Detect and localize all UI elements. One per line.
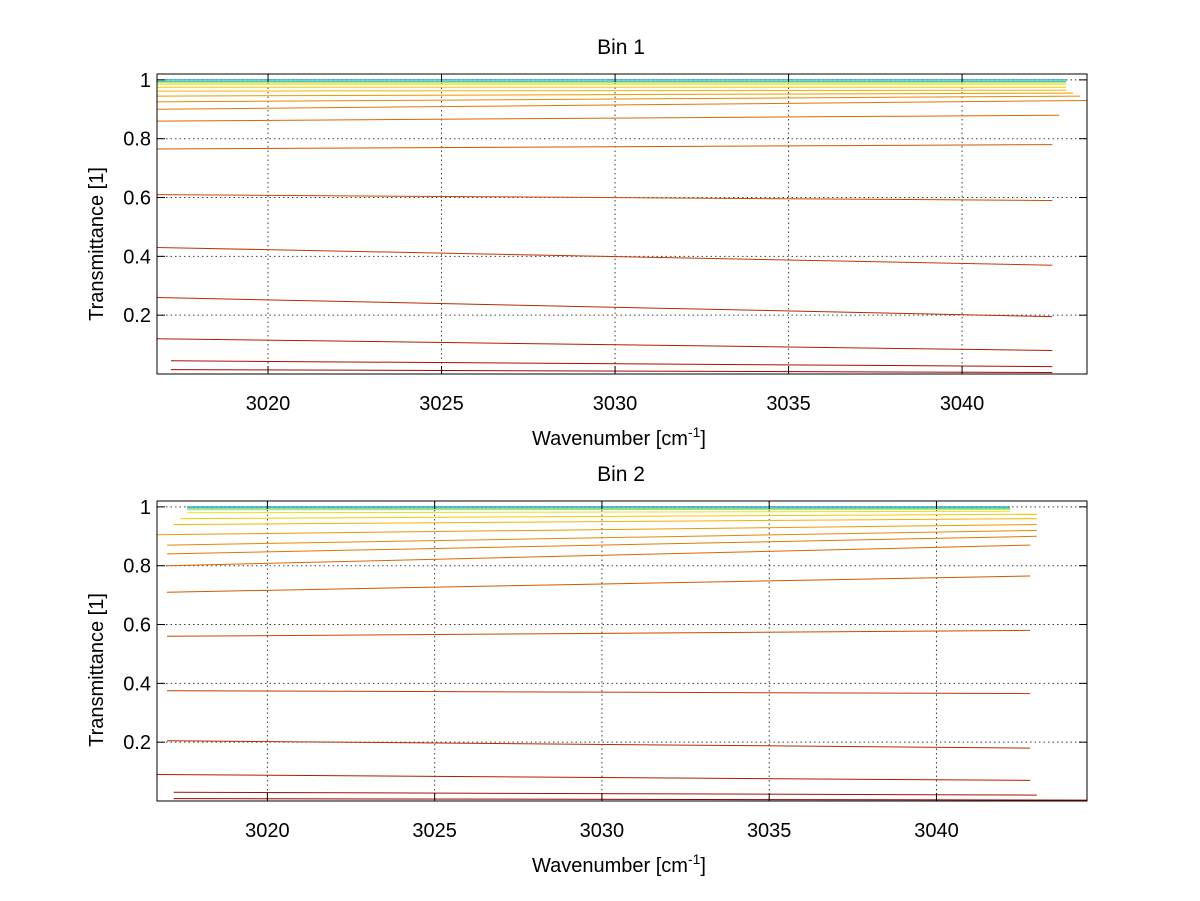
x-tick-label: 3035 [766, 393, 811, 415]
series-line [170, 369, 1053, 373]
series-line [156, 524, 1037, 536]
series-line [156, 114, 1060, 122]
series-line [156, 774, 1031, 781]
plot-frame [156, 500, 1088, 802]
series-line [156, 247, 1053, 266]
axis-ticks: 3020 3025 3030 3035 3040 0.2 0.4 0.6 0.8 1 [123, 70, 1087, 415]
series-line [156, 89, 1067, 92]
axis-ticks: 3020 3025 3030 3035 3040 0.2 0.4 0.6 0.8 1 [123, 497, 1087, 842]
series-line [156, 144, 1053, 150]
series-line [166, 535, 1037, 555]
y-tick-label: 0.6 [123, 615, 151, 637]
series-line [187, 508, 1011, 511]
series-line [166, 529, 1037, 546]
x-axis-label: Wavenumber [cm-1] [532, 424, 706, 450]
chart-title: Bin 1 [597, 36, 645, 59]
y-tick-label: 0.6 [123, 188, 151, 210]
series-line [187, 510, 1011, 514]
x-tick-label: 3040 [940, 393, 985, 415]
plot-frame [156, 73, 1088, 375]
x-tick-label: 3020 [245, 820, 290, 842]
y-axis-label: Transmittance [1] [86, 167, 108, 321]
y-tick-label: 0.8 [123, 556, 151, 578]
series-line [156, 95, 1081, 103]
series-line [166, 629, 1031, 637]
x-tick-label: 3040 [914, 820, 959, 842]
y-tick-label: 0.4 [123, 246, 151, 268]
series-line [173, 518, 1037, 525]
series-line [156, 338, 1053, 351]
y-tick-label: 0.4 [123, 673, 151, 695]
series-line [173, 791, 1037, 796]
x-tick-label: 3020 [246, 393, 291, 415]
series-line [166, 575, 1031, 593]
series-line [156, 297, 1053, 318]
y-tick-label: 0.2 [123, 732, 151, 754]
x-tick-label: 3030 [593, 393, 638, 415]
series-line [156, 92, 1074, 97]
x-tick-label: 3035 [747, 820, 792, 842]
y-axis-label: Transmittance [1] [86, 593, 108, 747]
series-line [170, 360, 1053, 368]
series-group [156, 79, 1088, 373]
series-line [166, 690, 1031, 695]
x-tick-label: 3030 [580, 820, 625, 842]
x-axis-label: Wavenumber [cm-1] [532, 851, 706, 877]
chart-bin-1: Bin 1 3020 3025 3030 3035 30400.20.40.60.81 … [86, 36, 1088, 450]
series-line [156, 194, 1053, 201]
series-line [166, 544, 1031, 567]
y-tick-label: 0.8 [123, 129, 151, 151]
series-group [156, 506, 1088, 801]
series-line [156, 100, 1088, 110]
series-line [173, 798, 1088, 801]
x-tick-label: 3025 [412, 820, 457, 842]
y-tick-label: 1 [140, 497, 151, 519]
y-tick-label: 0.2 [123, 305, 151, 327]
chart-title: Bin 2 [597, 463, 645, 486]
chart-bin-2: Bin 2 3020 3025 3030 3035 30400.20.40.60.81 … [86, 463, 1088, 877]
series-line [180, 513, 1037, 520]
x-tick-label: 3025 [419, 393, 464, 415]
y-tick-label: 1 [140, 70, 151, 92]
series-line [166, 740, 1031, 749]
